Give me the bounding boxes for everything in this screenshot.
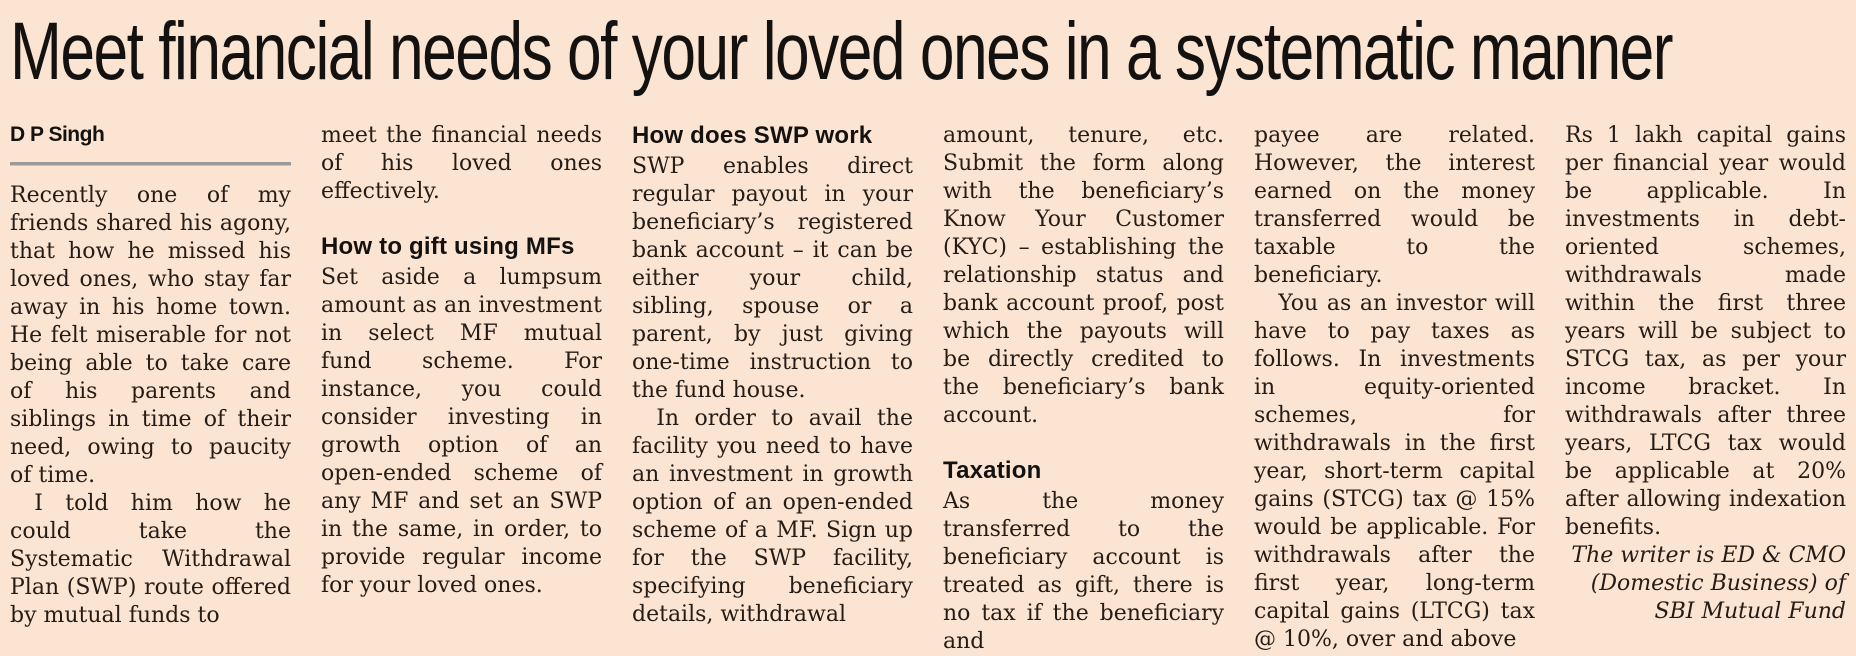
paragraph: You as an investor will have to pay taxe… (1254, 290, 1535, 652)
column-3: How does SWP work SWP enables direct reg… (632, 122, 913, 656)
column-5: payee are related. However, the interest… (1254, 122, 1535, 656)
byline-divider (10, 161, 291, 166)
section-heading-how-to-gift: How to gift using MFs (321, 232, 575, 260)
column-6: Rs 1 lakh capital gains per financial ye… (1565, 122, 1846, 656)
paragraph: As the money transferred to the benefici… (943, 488, 1224, 654)
column-4: amount, tenure, etc. Submit the form alo… (943, 122, 1224, 656)
newspaper-article: Meet financial needs of your loved ones … (10, 6, 1846, 654)
article-columns: D P Singh Recently one of my friends sha… (10, 94, 1846, 656)
paragraph: Recently one of my friends shared his ag… (10, 182, 291, 488)
article-title: Meet financial needs of your loved ones … (10, 6, 1674, 97)
author-signature: The writer is ED & CMO (Domestic Busines… (1571, 542, 1846, 624)
paragraph: SWP enables direct regular payout in you… (632, 153, 913, 403)
paragraph: payee are related. However, the interest… (1254, 122, 1535, 288)
paragraph: Set aside a lumpsum amount as an investm… (321, 264, 602, 598)
paragraph: In order to avail the facility you need … (632, 405, 913, 627)
paragraph: meet the financial needs of his loved on… (321, 122, 602, 204)
paragraph: amount, tenure, etc. Submit the form alo… (943, 122, 1224, 428)
column-1: D P Singh Recently one of my friends sha… (10, 122, 291, 656)
column-2: meet the financial needs of his loved on… (321, 122, 602, 656)
paragraph: Rs 1 lakh capital gains per financial ye… (1565, 122, 1846, 540)
section-heading-how-does-swp-work: How does SWP work (632, 121, 873, 149)
section-heading-taxation: Taxation (943, 456, 1042, 484)
byline: D P Singh (10, 122, 105, 146)
paragraph: I told him how he could take the Systema… (10, 490, 291, 628)
